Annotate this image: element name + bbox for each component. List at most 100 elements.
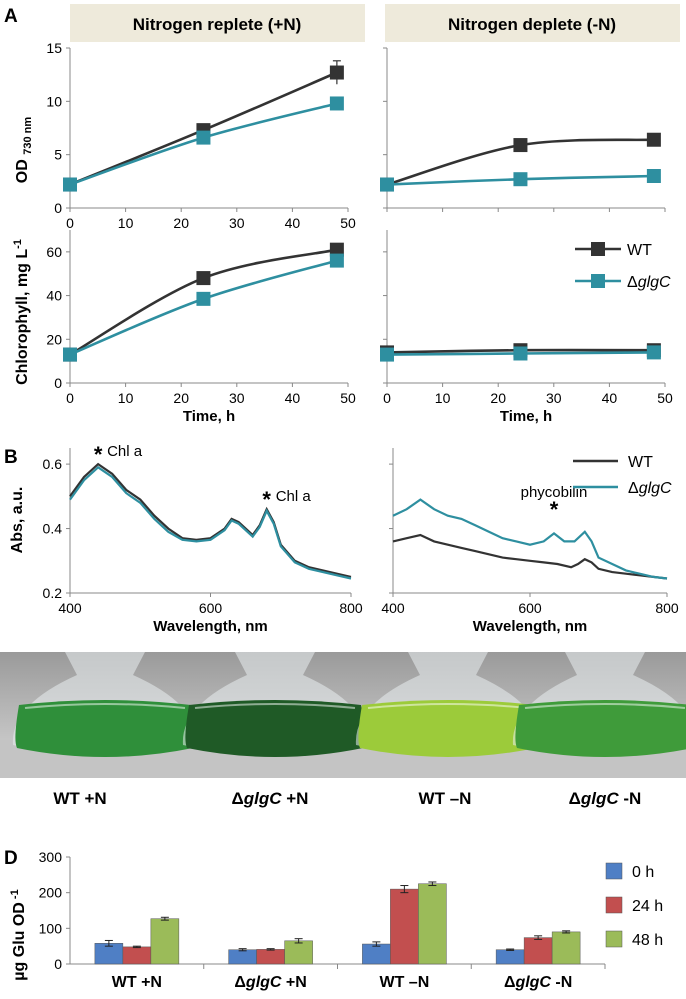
- label-part: glgC: [580, 789, 619, 808]
- y-tick-label: 100: [39, 920, 63, 936]
- chart-od-deplete: [380, 47, 666, 212]
- bar-48h: [418, 883, 447, 965]
- y-tick-label: 0: [54, 375, 62, 391]
- y-tick-label: 0: [54, 200, 62, 216]
- x-tick-label: 50: [340, 215, 356, 231]
- flask-label: ΔglgC +N: [232, 789, 309, 808]
- x-tick-label: 20: [490, 390, 506, 406]
- x-tick-label: 30: [546, 390, 562, 406]
- legend-swatch-0h: [605, 862, 623, 880]
- flask-labels: WT +N ΔglgC +N WT –N ΔglgC -N: [53, 789, 641, 808]
- flask-highlight: [367, 703, 529, 709]
- bar-24h: [256, 949, 285, 965]
- label-part: Δ: [232, 789, 244, 808]
- x-category-label: ΔglgC -N: [504, 974, 572, 991]
- data-point-mutant: [513, 172, 528, 187]
- x-tick-label: 800: [655, 600, 679, 616]
- x-tick-label: 10: [118, 215, 134, 231]
- chart-chlorophyll-replete: 0 20 40 60 0 10 20 30 40 50 Time, h: [46, 230, 356, 425]
- y-tick-label: 20: [46, 331, 62, 347]
- x-tick-label: 10: [435, 390, 451, 406]
- flask-culture: [358, 700, 538, 757]
- x-axis-label: Wavelength, nm: [153, 618, 267, 635]
- x-axis-label: Wavelength, nm: [473, 618, 587, 635]
- y-tick-label: 15: [46, 40, 62, 56]
- flask-culture: [185, 700, 365, 757]
- data-point-wt: [329, 242, 344, 257]
- label-part: glgC: [245, 974, 282, 991]
- panel-letter-d: D: [4, 848, 18, 869]
- bar-48h: [150, 918, 180, 965]
- label-part: OD: [14, 155, 31, 183]
- data-point-mutant: [380, 177, 394, 192]
- chart-absorbance-deplete: 400 600 800 Wavelength, nm *phycobilin WT Δglg…: [381, 448, 679, 635]
- x-axis-label: Time, h: [183, 408, 235, 425]
- label-part: 730 nm: [22, 117, 34, 155]
- y-axis-label-od: OD 730 nm: [14, 117, 34, 184]
- legend-label-wt: WT: [628, 454, 653, 471]
- y-tick-label: 200: [39, 885, 63, 901]
- x-tick-label: 50: [657, 390, 673, 406]
- label-part: WT +N: [112, 974, 162, 991]
- legend-label-mutant: ΔglgC: [627, 274, 671, 291]
- data-point-mutant: [63, 347, 77, 362]
- x-tick-label: 600: [518, 600, 542, 616]
- label-part: Δ: [234, 974, 246, 991]
- chart-glycogen: 0 100 200 300 WT +N ΔglgC +N WT –N ΔglgC -N 0 h 2…: [39, 849, 664, 991]
- annotation-label: phycobilin: [521, 484, 588, 501]
- data-point-mutant: [646, 345, 661, 360]
- label-part: glgC: [638, 274, 671, 291]
- y-tick-label: 0: [54, 956, 62, 972]
- legend-label-wt: WT: [627, 242, 652, 259]
- bar-0h: [362, 943, 391, 965]
- label-part: Chlorophyll, mg L: [14, 249, 31, 385]
- bar-48h: [551, 931, 581, 965]
- annotation-asterisk: *: [94, 442, 103, 467]
- flask-label: ΔglgC -N: [569, 789, 642, 808]
- legend-label-48h: 48 h: [632, 932, 663, 949]
- label-part: glgC: [514, 974, 551, 991]
- x-tick-label: 20: [173, 215, 189, 231]
- flask-highlight: [24, 703, 186, 709]
- bar-0h: [228, 949, 257, 965]
- header-replete: Nitrogen replete (+N): [133, 15, 302, 34]
- label-part: µg Glu OD: [11, 902, 28, 981]
- y-tick-label: 40: [46, 288, 62, 304]
- flask-label: WT –N: [419, 789, 472, 808]
- legend-swatch-48h: [605, 930, 623, 948]
- data-point-mutant: [329, 96, 344, 111]
- legend-label-24h: 24 h: [632, 898, 663, 915]
- flask-photo: [0, 652, 686, 778]
- legend-label-0h: 0 h: [632, 864, 654, 881]
- legend-label-mutant: ΔglgC: [628, 480, 672, 497]
- label-part: +N: [281, 974, 306, 991]
- x-tick-label: 600: [199, 600, 223, 616]
- y-axis-label-glycogen: µg Glu OD -1: [9, 889, 28, 980]
- flask-culture: [515, 700, 686, 757]
- panel-letter-b: B: [4, 447, 18, 468]
- y-tick-label: 0.2: [43, 585, 63, 601]
- data-point-mutant: [380, 347, 394, 362]
- header-replete-box: [70, 4, 365, 42]
- data-point-wt: [513, 138, 528, 153]
- bar-48h: [284, 940, 313, 965]
- label-part: Δ: [628, 480, 639, 497]
- y-axis-label-chlorophyll: Chlorophyll, mg L-1: [12, 239, 31, 385]
- label-part: glgC: [243, 789, 282, 808]
- label-part: Δ: [627, 274, 638, 291]
- x-tick-label: 10: [118, 390, 134, 406]
- annotation-asterisk: *: [550, 497, 559, 522]
- x-tick-label: 40: [602, 390, 618, 406]
- legend-swatch-24h: [605, 896, 623, 914]
- bar-24h: [390, 888, 419, 965]
- data-point-wt: [329, 65, 344, 80]
- y-tick-label: 5: [54, 147, 62, 163]
- series-line-wt: [392, 533, 668, 580]
- x-tick-label: 40: [285, 390, 301, 406]
- x-tick-label: 30: [229, 390, 245, 406]
- x-tick-label: 40: [285, 215, 301, 231]
- data-point-wt: [646, 132, 661, 147]
- flask-highlight: [194, 703, 356, 709]
